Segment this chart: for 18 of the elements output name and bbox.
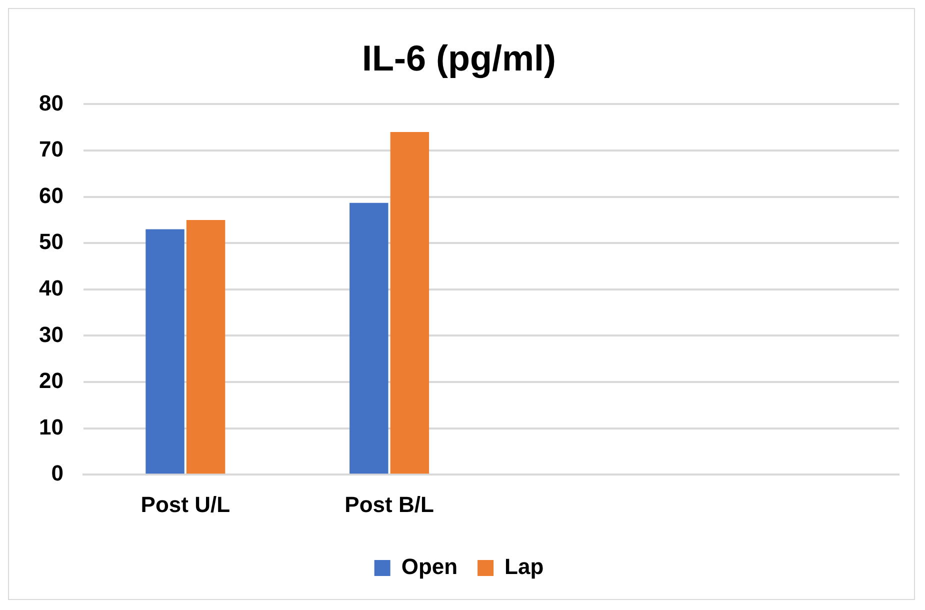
bar <box>390 132 430 474</box>
legend-label: Lap <box>504 554 544 580</box>
y-tick-label: 60 <box>38 182 64 208</box>
y-tick-label: 50 <box>38 229 64 254</box>
y-tick-label: 30 <box>38 322 64 347</box>
y-tick-label: 10 <box>38 414 64 440</box>
y-tick-label: 0 <box>51 460 64 486</box>
x-tick-label: Post U/L <box>140 492 230 517</box>
bar <box>350 202 388 474</box>
bar <box>146 229 184 474</box>
bar <box>186 220 226 474</box>
legend-label: Open <box>401 554 458 580</box>
x-tick-label: Post B/L <box>344 492 434 517</box>
y-tick-label: 20 <box>38 368 64 394</box>
y-tick-label: 70 <box>38 136 64 162</box>
chart-title: IL-6 (pg/ml) <box>362 38 556 79</box>
y-tick-label: 80 <box>38 90 64 116</box>
y-tick-label: 40 <box>38 275 64 300</box>
